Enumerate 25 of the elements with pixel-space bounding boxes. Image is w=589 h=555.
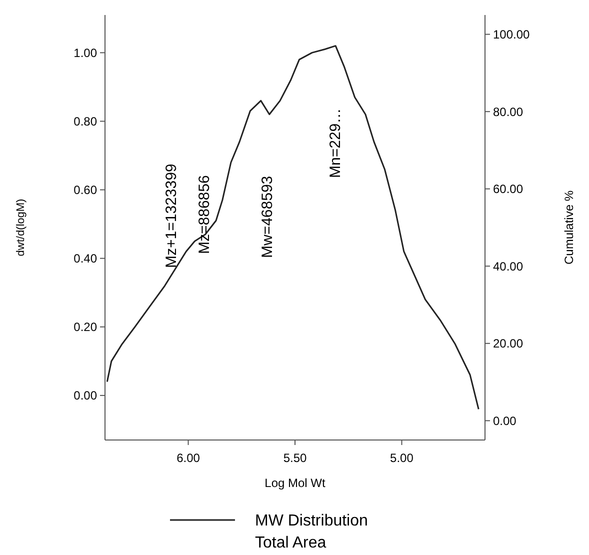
x-tick-label: 5.50 (283, 451, 307, 465)
x-tick-label: 6.00 (176, 451, 200, 465)
x-tick-label: 5.00 (390, 451, 414, 465)
annotation: Mn=229… (327, 108, 344, 178)
y2-tick-label: 0.00 (493, 414, 517, 428)
y2-tick-label: 20.00 (493, 336, 524, 351)
y2-tick-label: 40.00 (493, 259, 524, 274)
y-tick-label: 1.00 (74, 46, 98, 60)
y-axis-title: dwt/d(logM) (15, 198, 27, 256)
y2-axis-title: Cumulative % (562, 190, 576, 265)
y2-tick-label: 80.00 (493, 104, 524, 119)
y-tick-label: 0.00 (74, 388, 98, 403)
legend-label: MW Distribution (255, 512, 368, 530)
annotation: Mz=886856 (196, 175, 213, 254)
text: Total Area (255, 534, 326, 552)
y-tick-label: 0.40 (74, 252, 98, 266)
line-series (106, 45, 480, 410)
y2-tick-label: 100.00 (493, 28, 530, 42)
annotation: Mw=468593 (259, 176, 276, 258)
y-tick-label: 0.80 (74, 114, 98, 128)
y-tick-label: 0.20 (74, 320, 98, 334)
y2-tick-label: 60.00 (493, 182, 524, 196)
x-axis-title: Log Mol Wt (264, 476, 326, 490)
annotation: Mz+1=1323399 (163, 164, 180, 268)
y-tick-label: 0.60 (74, 183, 98, 197)
